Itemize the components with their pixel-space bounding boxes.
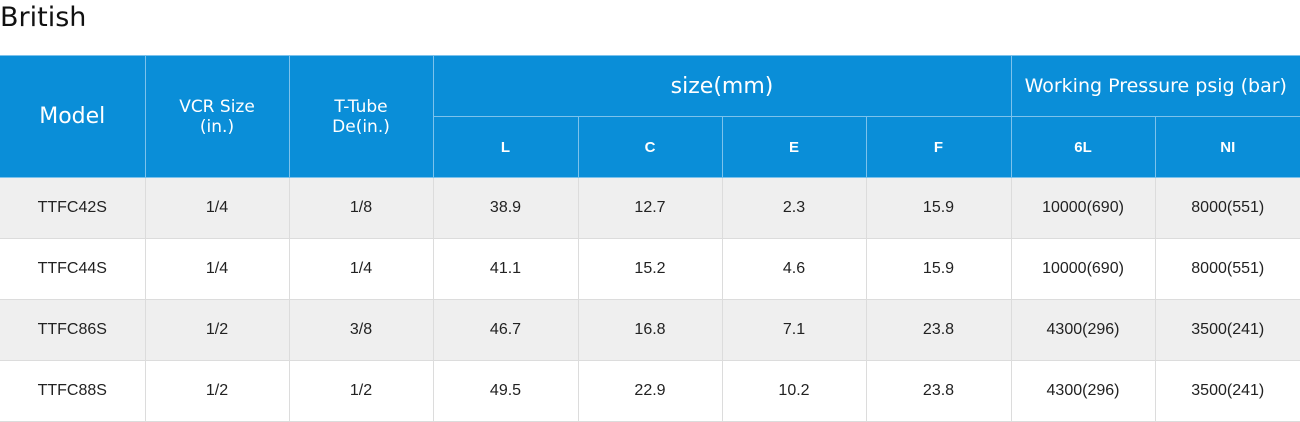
table-cell: 10.2 bbox=[721, 360, 867, 422]
header-cell: C bbox=[577, 116, 723, 178]
header-cell: 6L bbox=[1010, 116, 1156, 178]
table-cell: 2.3 bbox=[721, 177, 867, 239]
table-row: TTFC86S 1/2 3/8 46.7 16.8 7.1 23.8 4300(296) 350… bbox=[0, 299, 1300, 361]
header-cell: L bbox=[433, 116, 579, 178]
table-cell: 10000(690) bbox=[1010, 177, 1156, 239]
header-cell: Model bbox=[0, 55, 146, 178]
header-line: De(in.) bbox=[332, 116, 390, 137]
table-cell: 7.1 bbox=[721, 299, 867, 361]
table-cell: 15.9 bbox=[865, 238, 1012, 300]
table-cell: 4300(296) bbox=[1010, 299, 1156, 361]
table-cell: 1/4 bbox=[144, 177, 290, 239]
header-cell: F bbox=[865, 116, 1012, 178]
header-line: (in.) bbox=[199, 116, 235, 137]
header-line: T-Tube bbox=[334, 96, 388, 117]
table-cell: 1/4 bbox=[144, 238, 290, 300]
table-cell: 10000(690) bbox=[1010, 238, 1156, 300]
table-cell: 8000(551) bbox=[1154, 238, 1300, 300]
table-cell: 15.9 bbox=[865, 177, 1012, 239]
table-cell: 12.7 bbox=[577, 177, 723, 239]
table-cell: TTFC88S bbox=[0, 360, 146, 422]
spec-table: Model VCR Size (in.) T-Tube De(in.) size(m… bbox=[0, 55, 1300, 422]
page-title: British bbox=[0, 2, 87, 33]
table-row: TTFC44S 1/4 1/4 41.1 15.2 4.6 15.9 10000(690) 80… bbox=[0, 238, 1300, 300]
header-cell: E bbox=[721, 116, 867, 178]
table-cell: 3500(241) bbox=[1154, 299, 1300, 361]
table-row: TTFC88S 1/2 1/2 49.5 22.9 10.2 23.8 4300(296) 35… bbox=[0, 360, 1300, 422]
table-cell: 1/4 bbox=[288, 238, 434, 300]
header-line: VCR Size bbox=[179, 96, 255, 117]
table-cell: 4300(296) bbox=[1010, 360, 1156, 422]
table-cell: 15.2 bbox=[577, 238, 723, 300]
table-cell: 8000(551) bbox=[1154, 177, 1300, 239]
header-row: Model VCR Size (in.) T-Tube De(in.) size(m… bbox=[0, 55, 1300, 178]
table-cell: 3/8 bbox=[288, 299, 434, 361]
header-cell: VCR Size (in.) bbox=[144, 55, 290, 178]
table-cell: 38.9 bbox=[432, 177, 579, 239]
table-cell: TTFC44S bbox=[0, 238, 146, 300]
header-group: size(mm) bbox=[432, 55, 1012, 117]
table-cell: 46.7 bbox=[432, 299, 579, 361]
table-cell: 1/8 bbox=[288, 177, 434, 239]
table-cell: TTFC42S bbox=[0, 177, 146, 239]
table-row: TTFC42S 1/4 1/8 38.9 12.7 2.3 15.9 10000(690) 80… bbox=[0, 177, 1300, 239]
table-cell: 23.8 bbox=[865, 360, 1012, 422]
header-cell: T-Tube De(in.) bbox=[288, 55, 434, 178]
table-cell: 41.1 bbox=[432, 238, 579, 300]
table-cell: 16.8 bbox=[577, 299, 723, 361]
header-row: L C E F 6L NI bbox=[0, 116, 1300, 178]
header-cell: NI bbox=[1154, 116, 1300, 178]
header-group: Working Pressure psig (bar) bbox=[1010, 55, 1300, 117]
table-header: Model VCR Size (in.) T-Tube De(in.) size(m… bbox=[0, 55, 1300, 178]
table-cell: TTFC86S bbox=[0, 299, 146, 361]
table-cell: 1/2 bbox=[144, 360, 290, 422]
table-cell: 3500(241) bbox=[1154, 360, 1300, 422]
table-cell: 49.5 bbox=[432, 360, 579, 422]
table-cell: 1/2 bbox=[144, 299, 290, 361]
table-cell: 23.8 bbox=[865, 299, 1012, 361]
table-body: TTFC42S 1/4 1/8 38.9 12.7 2.3 15.9 10000(690) 80… bbox=[0, 177, 1300, 422]
table-cell: 22.9 bbox=[577, 360, 723, 422]
table-cell: 1/2 bbox=[288, 360, 434, 422]
table-cell: 4.6 bbox=[721, 238, 867, 300]
